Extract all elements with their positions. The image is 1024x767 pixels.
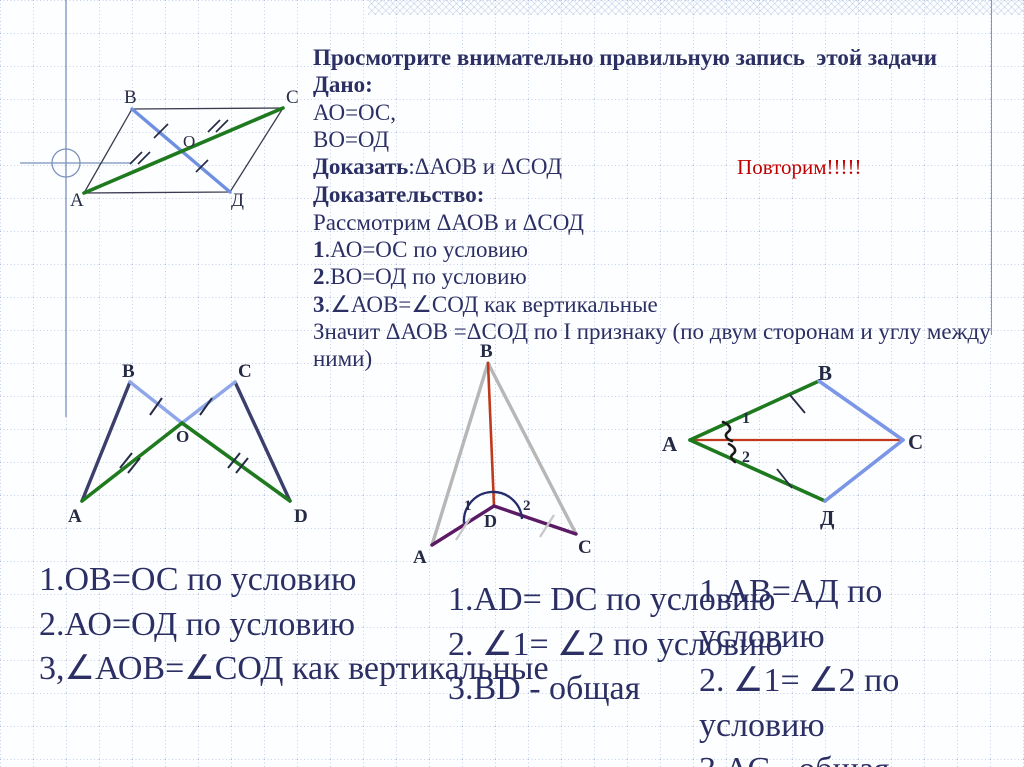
svg-text:O: O [183, 132, 195, 151]
svg-text:Д: Д [820, 506, 835, 530]
svg-text:D: D [484, 511, 497, 531]
svg-text:C: C [578, 537, 592, 558]
svg-text:D: D [294, 506, 308, 527]
svg-text:2: 2 [523, 498, 531, 514]
svg-text:2: 2 [742, 449, 750, 466]
svg-text:1: 1 [464, 498, 472, 514]
svg-text:C: C [238, 361, 252, 382]
svg-text:Д: Д [231, 190, 244, 211]
svg-text:B: B [122, 361, 135, 382]
svg-text:B: B [818, 365, 832, 385]
svg-text:A: A [662, 432, 678, 456]
svg-text:A: A [70, 190, 84, 211]
svg-text:A: A [68, 506, 82, 527]
svg-text:O: O [176, 427, 189, 446]
svg-text:C: C [286, 87, 299, 108]
svg-text:1: 1 [742, 410, 750, 427]
svg-text:B: B [124, 87, 137, 108]
svg-text:B: B [480, 341, 493, 362]
svg-text:C: C [908, 430, 923, 454]
